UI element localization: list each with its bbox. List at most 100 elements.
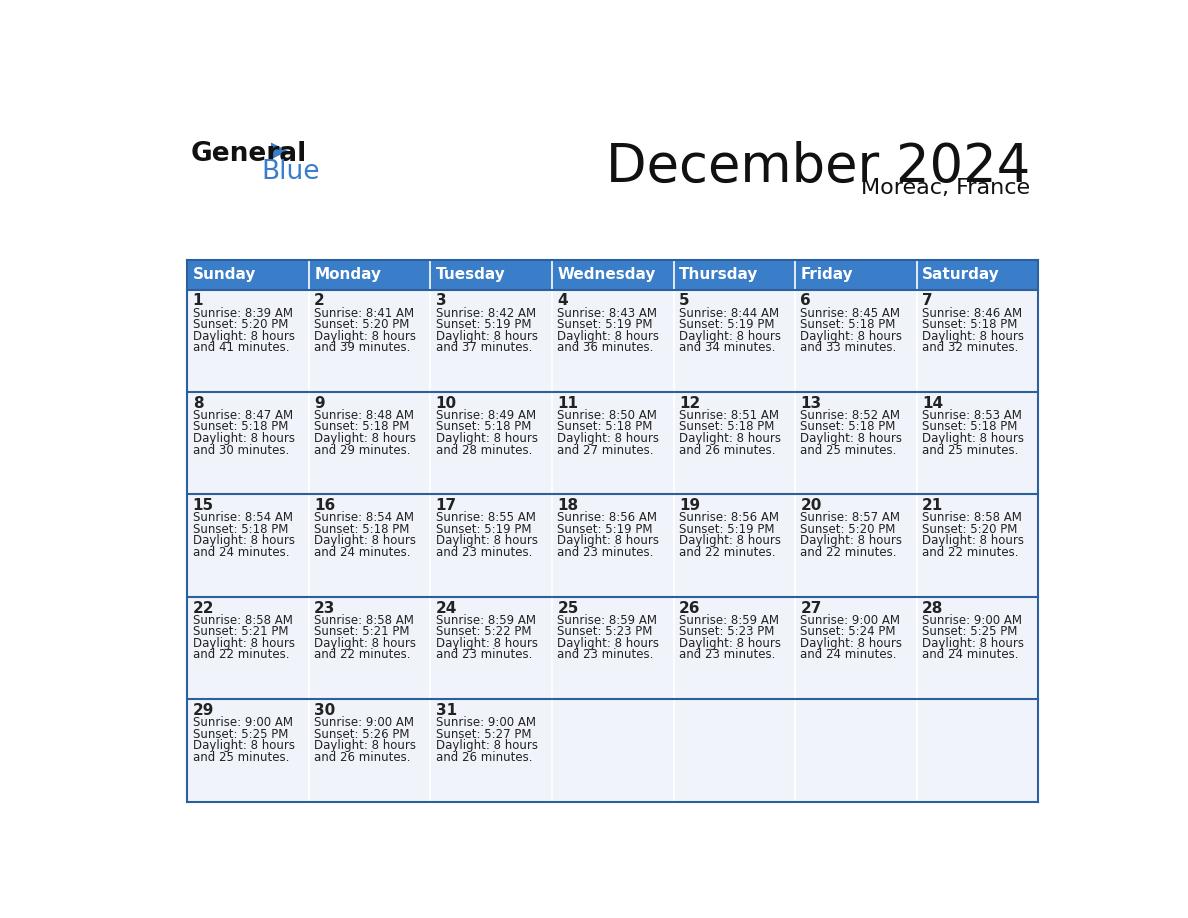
Text: 12: 12 xyxy=(678,396,700,411)
Bar xyxy=(309,392,430,495)
Text: Sunrise: 8:58 AM: Sunrise: 8:58 AM xyxy=(192,614,292,627)
Text: Sunrise: 8:56 AM: Sunrise: 8:56 AM xyxy=(557,511,657,524)
Text: Sunset: 5:25 PM: Sunset: 5:25 PM xyxy=(192,728,287,741)
Text: Daylight: 8 hours: Daylight: 8 hours xyxy=(315,330,416,342)
Text: Daylight: 8 hours: Daylight: 8 hours xyxy=(922,330,1024,342)
Text: 29: 29 xyxy=(192,703,214,718)
Bar xyxy=(674,700,795,801)
Text: 27: 27 xyxy=(801,600,822,616)
Text: 3: 3 xyxy=(436,294,447,308)
Bar xyxy=(309,597,430,700)
Text: Daylight: 8 hours: Daylight: 8 hours xyxy=(678,637,781,650)
Text: Sunset: 5:20 PM: Sunset: 5:20 PM xyxy=(192,318,287,331)
Text: Sunset: 5:19 PM: Sunset: 5:19 PM xyxy=(557,318,653,331)
Text: Daylight: 8 hours: Daylight: 8 hours xyxy=(678,330,781,342)
Text: Sunrise: 8:47 AM: Sunrise: 8:47 AM xyxy=(192,409,292,422)
Bar xyxy=(552,289,674,392)
Bar xyxy=(552,597,674,700)
Text: Sunrise: 8:58 AM: Sunrise: 8:58 AM xyxy=(315,614,415,627)
Bar xyxy=(430,495,552,597)
Text: Daylight: 8 hours: Daylight: 8 hours xyxy=(436,432,538,445)
Text: Sunset: 5:23 PM: Sunset: 5:23 PM xyxy=(557,625,652,638)
Text: 28: 28 xyxy=(922,600,943,616)
Text: Daylight: 8 hours: Daylight: 8 hours xyxy=(436,534,538,547)
Text: Sunrise: 8:54 AM: Sunrise: 8:54 AM xyxy=(192,511,292,524)
Text: and 24 minutes.: and 24 minutes. xyxy=(315,546,411,559)
Bar xyxy=(917,495,1038,597)
Text: Sunset: 5:20 PM: Sunset: 5:20 PM xyxy=(315,318,410,331)
Text: Sunrise: 8:46 AM: Sunrise: 8:46 AM xyxy=(922,307,1022,319)
Text: 24: 24 xyxy=(436,600,457,616)
Text: Daylight: 8 hours: Daylight: 8 hours xyxy=(315,432,416,445)
Bar xyxy=(309,495,430,597)
Text: Daylight: 8 hours: Daylight: 8 hours xyxy=(557,432,659,445)
Text: 21: 21 xyxy=(922,498,943,513)
Text: Daylight: 8 hours: Daylight: 8 hours xyxy=(922,637,1024,650)
Text: and 25 minutes.: and 25 minutes. xyxy=(801,443,897,456)
Text: 20: 20 xyxy=(801,498,822,513)
Text: Sunrise: 8:54 AM: Sunrise: 8:54 AM xyxy=(315,511,415,524)
Text: and 34 minutes.: and 34 minutes. xyxy=(678,341,776,354)
Text: Daylight: 8 hours: Daylight: 8 hours xyxy=(192,432,295,445)
Text: and 24 minutes.: and 24 minutes. xyxy=(192,546,289,559)
Text: Sunrise: 9:00 AM: Sunrise: 9:00 AM xyxy=(436,716,536,729)
Text: Daylight: 8 hours: Daylight: 8 hours xyxy=(801,432,903,445)
Bar xyxy=(188,495,309,597)
Text: Daylight: 8 hours: Daylight: 8 hours xyxy=(801,330,903,342)
Bar xyxy=(430,597,552,700)
Bar xyxy=(552,392,674,495)
Text: and 32 minutes.: and 32 minutes. xyxy=(922,341,1018,354)
Text: 4: 4 xyxy=(557,294,568,308)
Text: Daylight: 8 hours: Daylight: 8 hours xyxy=(922,432,1024,445)
Bar xyxy=(917,597,1038,700)
Text: Sunset: 5:19 PM: Sunset: 5:19 PM xyxy=(557,523,653,536)
Text: Sunrise: 8:56 AM: Sunrise: 8:56 AM xyxy=(678,511,779,524)
Text: and 36 minutes.: and 36 minutes. xyxy=(557,341,653,354)
Bar xyxy=(430,289,552,392)
Text: Sunset: 5:18 PM: Sunset: 5:18 PM xyxy=(436,420,531,433)
Bar xyxy=(188,261,309,289)
Text: Blue: Blue xyxy=(261,160,320,185)
Text: Sunset: 5:19 PM: Sunset: 5:19 PM xyxy=(436,523,531,536)
Bar xyxy=(674,597,795,700)
Text: Sunrise: 8:58 AM: Sunrise: 8:58 AM xyxy=(922,511,1022,524)
Text: Sunset: 5:18 PM: Sunset: 5:18 PM xyxy=(557,420,652,433)
Text: and 26 minutes.: and 26 minutes. xyxy=(436,751,532,764)
Text: Sunset: 5:18 PM: Sunset: 5:18 PM xyxy=(315,420,410,433)
Text: 5: 5 xyxy=(678,294,689,308)
Bar xyxy=(188,700,309,801)
Text: Sunrise: 8:39 AM: Sunrise: 8:39 AM xyxy=(192,307,292,319)
Text: Sunrise: 8:50 AM: Sunrise: 8:50 AM xyxy=(557,409,657,422)
Text: and 25 minutes.: and 25 minutes. xyxy=(192,751,289,764)
Text: Sunrise: 9:00 AM: Sunrise: 9:00 AM xyxy=(315,716,415,729)
Text: Sunset: 5:18 PM: Sunset: 5:18 PM xyxy=(192,523,287,536)
Bar xyxy=(917,392,1038,495)
Text: 22: 22 xyxy=(192,600,214,616)
Text: Daylight: 8 hours: Daylight: 8 hours xyxy=(436,637,538,650)
Text: Sunrise: 8:51 AM: Sunrise: 8:51 AM xyxy=(678,409,779,422)
Text: Daylight: 8 hours: Daylight: 8 hours xyxy=(315,739,416,752)
Text: and 25 minutes.: and 25 minutes. xyxy=(922,443,1018,456)
Text: Daylight: 8 hours: Daylight: 8 hours xyxy=(557,330,659,342)
Text: Sunset: 5:24 PM: Sunset: 5:24 PM xyxy=(801,625,896,638)
Text: Sunrise: 8:59 AM: Sunrise: 8:59 AM xyxy=(678,614,779,627)
Text: 13: 13 xyxy=(801,396,822,411)
Text: 14: 14 xyxy=(922,396,943,411)
Text: Sunrise: 8:43 AM: Sunrise: 8:43 AM xyxy=(557,307,657,319)
Bar xyxy=(309,289,430,392)
Text: Sunrise: 8:59 AM: Sunrise: 8:59 AM xyxy=(436,614,536,627)
Text: Sunset: 5:18 PM: Sunset: 5:18 PM xyxy=(801,318,896,331)
Text: Daylight: 8 hours: Daylight: 8 hours xyxy=(922,534,1024,547)
Text: Sunset: 5:26 PM: Sunset: 5:26 PM xyxy=(315,728,410,741)
Text: Sunset: 5:18 PM: Sunset: 5:18 PM xyxy=(678,420,775,433)
Bar xyxy=(674,289,795,392)
Bar xyxy=(674,495,795,597)
Text: Daylight: 8 hours: Daylight: 8 hours xyxy=(436,330,538,342)
Text: 18: 18 xyxy=(557,498,579,513)
Text: 23: 23 xyxy=(315,600,336,616)
Text: and 37 minutes.: and 37 minutes. xyxy=(436,341,532,354)
Text: and 26 minutes.: and 26 minutes. xyxy=(678,443,776,456)
Text: 2: 2 xyxy=(315,294,326,308)
Text: Sunset: 5:21 PM: Sunset: 5:21 PM xyxy=(315,625,410,638)
Text: Sunrise: 8:48 AM: Sunrise: 8:48 AM xyxy=(315,409,415,422)
